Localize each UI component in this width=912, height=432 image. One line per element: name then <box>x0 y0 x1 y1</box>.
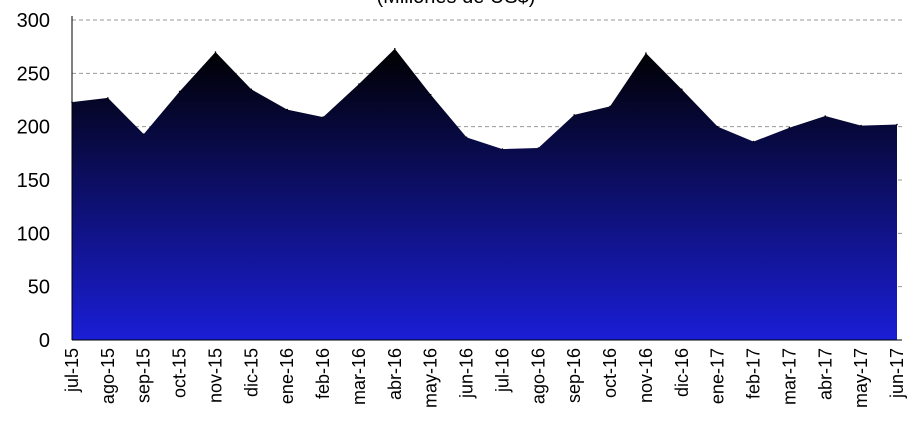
data-point-nov-15 <box>214 51 217 53</box>
chart-subtitle: (Millones de US$) <box>0 0 912 9</box>
y-tick-label: 200 <box>17 117 50 139</box>
data-point-oct-15 <box>178 90 181 93</box>
x-tick-label: oct-16 <box>600 348 620 398</box>
x-tick-label: ago-15 <box>98 348 118 404</box>
x-tick-label: dic-15 <box>241 348 261 397</box>
x-tick-label: feb-17 <box>744 348 764 399</box>
x-tick-label: abr-17 <box>815 348 835 400</box>
data-point-nov-16 <box>645 52 647 54</box>
data-point-may-17 <box>860 124 862 127</box>
x-tick-label: jun-17 <box>887 348 907 399</box>
data-point-ago-16 <box>537 147 540 149</box>
x-tick-label: mar-16 <box>349 348 369 405</box>
x-tick-label: ago-16 <box>528 348 548 404</box>
area-series <box>72 48 897 341</box>
data-point-dic-15 <box>250 88 253 91</box>
y-tick-label: 300 <box>17 10 50 32</box>
data-point-abr-16 <box>394 48 396 50</box>
data-point-dic-16 <box>680 88 683 91</box>
data-point-sep-15 <box>142 133 145 135</box>
data-point-sep-16 <box>573 114 575 116</box>
x-tick-label: jul-16 <box>492 348 512 393</box>
y-tick-label: 150 <box>17 170 50 192</box>
data-point-ago-15 <box>107 97 109 99</box>
x-tick-label: may-16 <box>421 348 441 408</box>
x-tick-label: jun-16 <box>457 348 477 399</box>
data-point-jul-16 <box>501 148 504 150</box>
x-tick-label: mar-17 <box>779 348 799 405</box>
data-point-mar-16 <box>358 83 360 85</box>
data-point-oct-16 <box>609 105 611 108</box>
x-tick-label: dic-16 <box>672 348 692 397</box>
x-tick-label: nov-15 <box>205 348 225 403</box>
x-tick-label: may-17 <box>851 348 871 408</box>
y-tick-label: 50 <box>28 277 50 299</box>
data-point-ene-17 <box>716 125 719 128</box>
x-tick-label: ene-17 <box>708 348 728 404</box>
x-tick-label: feb-16 <box>313 348 333 399</box>
data-point-mar-17 <box>788 126 791 129</box>
x-tick-label: oct-15 <box>170 348 190 398</box>
data-point-ene-16 <box>286 108 289 111</box>
data-point-feb-16 <box>322 116 324 118</box>
y-tick-label: 0 <box>39 330 50 352</box>
data-point-may-16 <box>429 93 432 96</box>
y-tick-label: 100 <box>17 223 50 245</box>
x-tick-label: abr-16 <box>385 348 405 400</box>
x-tick-label: ene-16 <box>277 348 297 404</box>
x-tick-label: sep-16 <box>564 348 584 403</box>
x-tick-label: sep-15 <box>134 348 154 403</box>
data-point-jun-17 <box>896 123 898 126</box>
data-point-jun-16 <box>465 136 468 139</box>
x-tick-label: nov-16 <box>636 348 656 403</box>
data-point-abr-17 <box>824 115 827 117</box>
x-tick-label: jul-15 <box>62 348 82 393</box>
data-point-feb-17 <box>752 140 755 143</box>
y-tick-label: 250 <box>17 63 50 85</box>
